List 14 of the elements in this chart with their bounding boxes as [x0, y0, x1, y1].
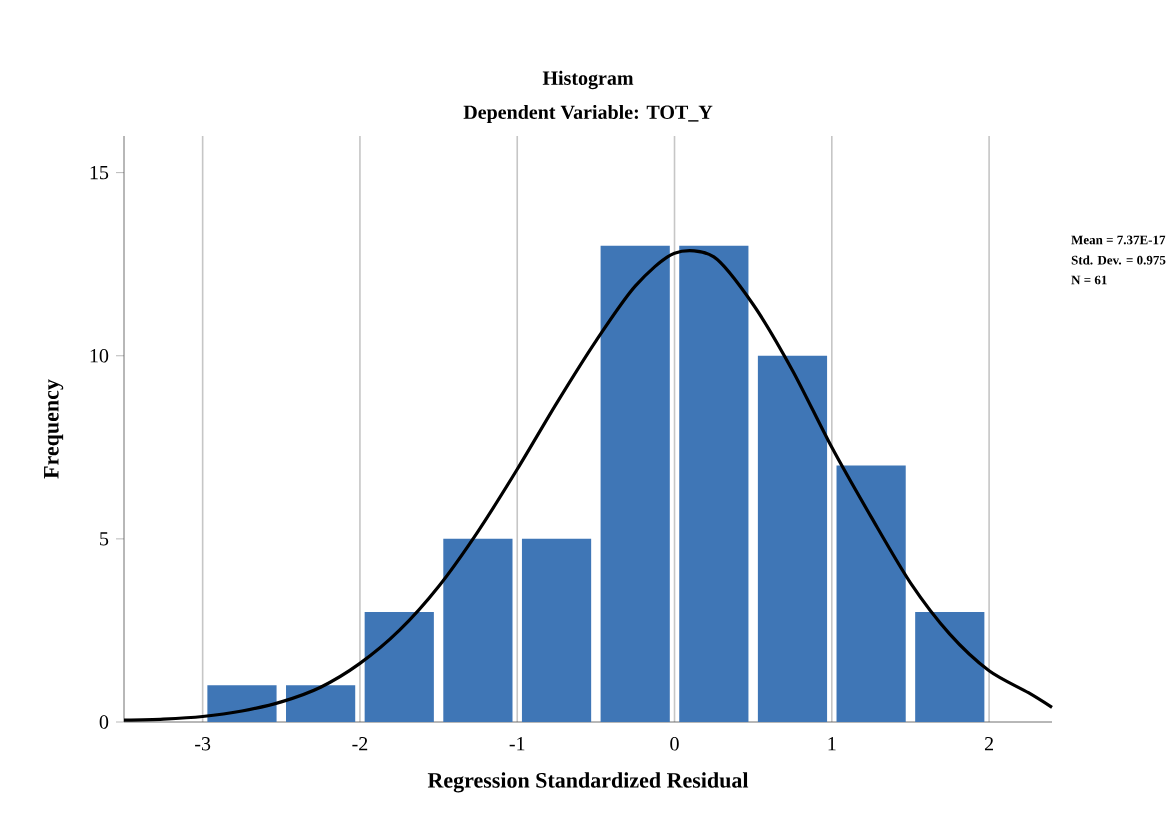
y-tick-label: 0 [99, 715, 109, 729]
x-tick-label: -1 [509, 737, 525, 751]
x-axis-title: Regression Standardized Residual [427, 772, 749, 793]
y-tick-label: 5 [100, 532, 109, 546]
chart-title: Histogram [542, 70, 634, 90]
x-tick-label: -3 [195, 737, 211, 751]
x-tick-label: 1 [828, 737, 836, 751]
chart-subtitle: Dependent Variable: TOT_Y [463, 104, 713, 124]
y-tick-label: 10 [90, 349, 109, 363]
x-tick-label: 2 [984, 737, 994, 751]
x-tick-label: -2 [352, 737, 368, 751]
y-tick-label: 15 [90, 165, 109, 180]
y-axis-title: Frequency [44, 379, 64, 479]
x-tick-label: 0 [670, 737, 679, 751]
